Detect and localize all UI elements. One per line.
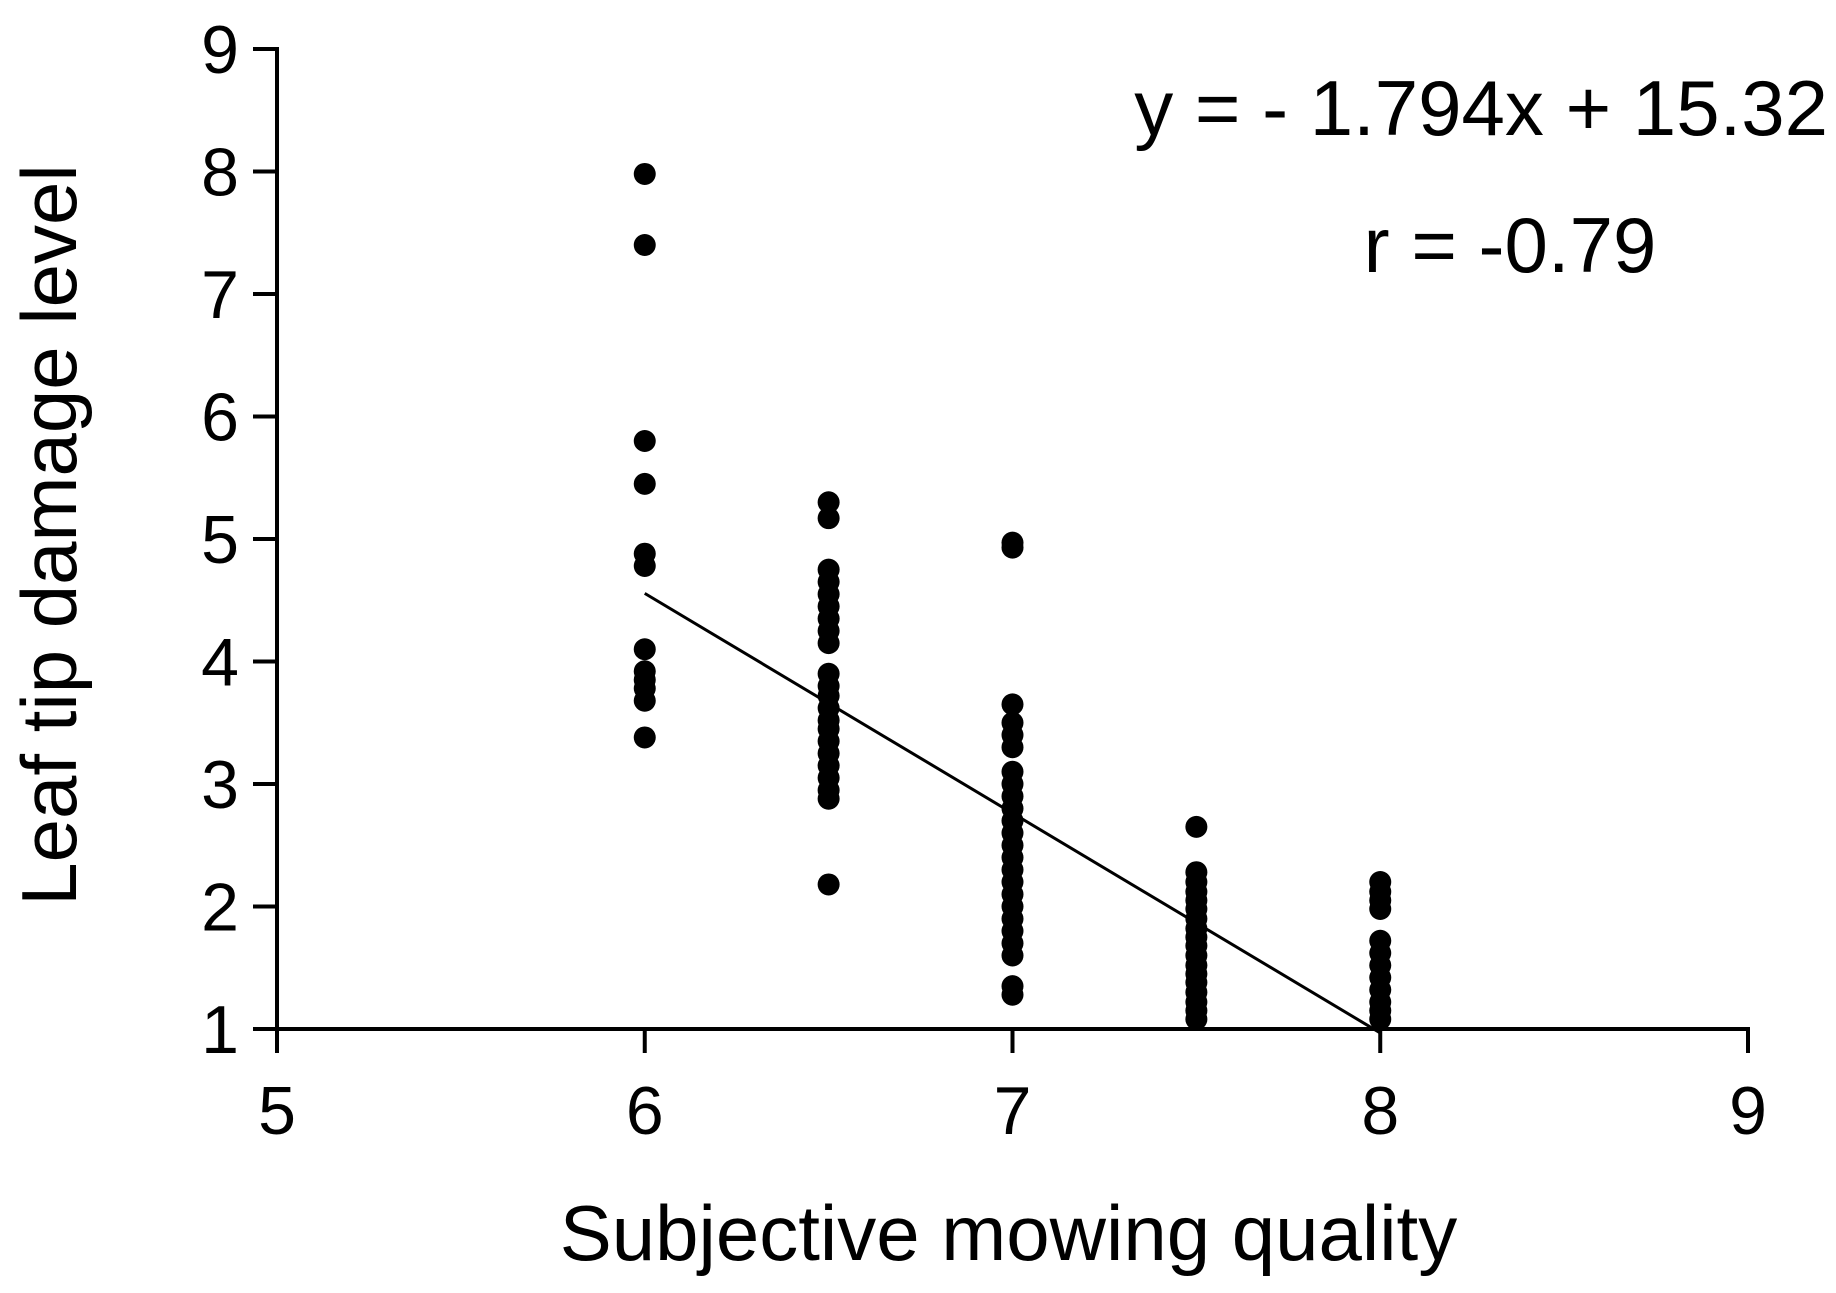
y-tick-label: 6 <box>201 380 239 456</box>
y-tick-label: 5 <box>201 502 239 578</box>
data-point <box>1369 897 1392 920</box>
data-points <box>633 162 1392 1031</box>
y-tick-label: 2 <box>201 870 239 946</box>
data-point <box>633 554 656 577</box>
y-tick-label: 8 <box>201 135 239 211</box>
data-point <box>633 726 656 749</box>
data-point <box>1369 1008 1392 1031</box>
data-point <box>633 162 656 185</box>
correlation-coefficient: r = -0.79 <box>1364 201 1657 289</box>
y-tick-label: 3 <box>201 747 239 823</box>
data-point <box>817 873 840 896</box>
regression-line <box>643 592 1382 1035</box>
regression-layer <box>643 592 1382 1035</box>
data-point <box>1001 944 1024 967</box>
x-tick-label: 9 <box>1729 1073 1767 1149</box>
data-point <box>1185 815 1208 838</box>
data-point <box>633 638 656 661</box>
regression-equation: y = - 1.794x + 15.32 <box>1134 64 1828 152</box>
x-tick-label: 7 <box>994 1073 1032 1149</box>
y-tick-label: 1 <box>201 992 239 1068</box>
y-tick-label: 7 <box>201 257 239 333</box>
x-tick-label: 8 <box>1361 1073 1399 1149</box>
y-axis-ticks: 1 2 3 4 5 6 7 8 9 <box>201 12 277 1068</box>
x-axis-ticks: 5 6 7 8 9 <box>258 1029 1767 1149</box>
x-tick-label: 5 <box>258 1073 296 1149</box>
data-point <box>1001 983 1024 1006</box>
y-tick-label: 4 <box>201 625 239 701</box>
x-axis-title: Subjective mowing quality <box>560 1189 1457 1277</box>
data-point <box>1185 1008 1208 1031</box>
data-point <box>633 234 656 256</box>
data-point <box>1001 736 1024 759</box>
data-point <box>817 787 840 810</box>
data-point <box>633 430 656 452</box>
data-point <box>633 472 656 495</box>
data-point <box>1001 536 1024 559</box>
data-point <box>817 491 840 514</box>
data-point <box>633 689 656 712</box>
data-point <box>817 507 840 530</box>
data-point <box>1001 693 1024 716</box>
x-tick-label: 6 <box>626 1073 664 1149</box>
data-point <box>817 632 840 655</box>
y-axis-title: Leaf tip damage level <box>5 164 93 906</box>
y-tick-label: 9 <box>201 12 239 88</box>
